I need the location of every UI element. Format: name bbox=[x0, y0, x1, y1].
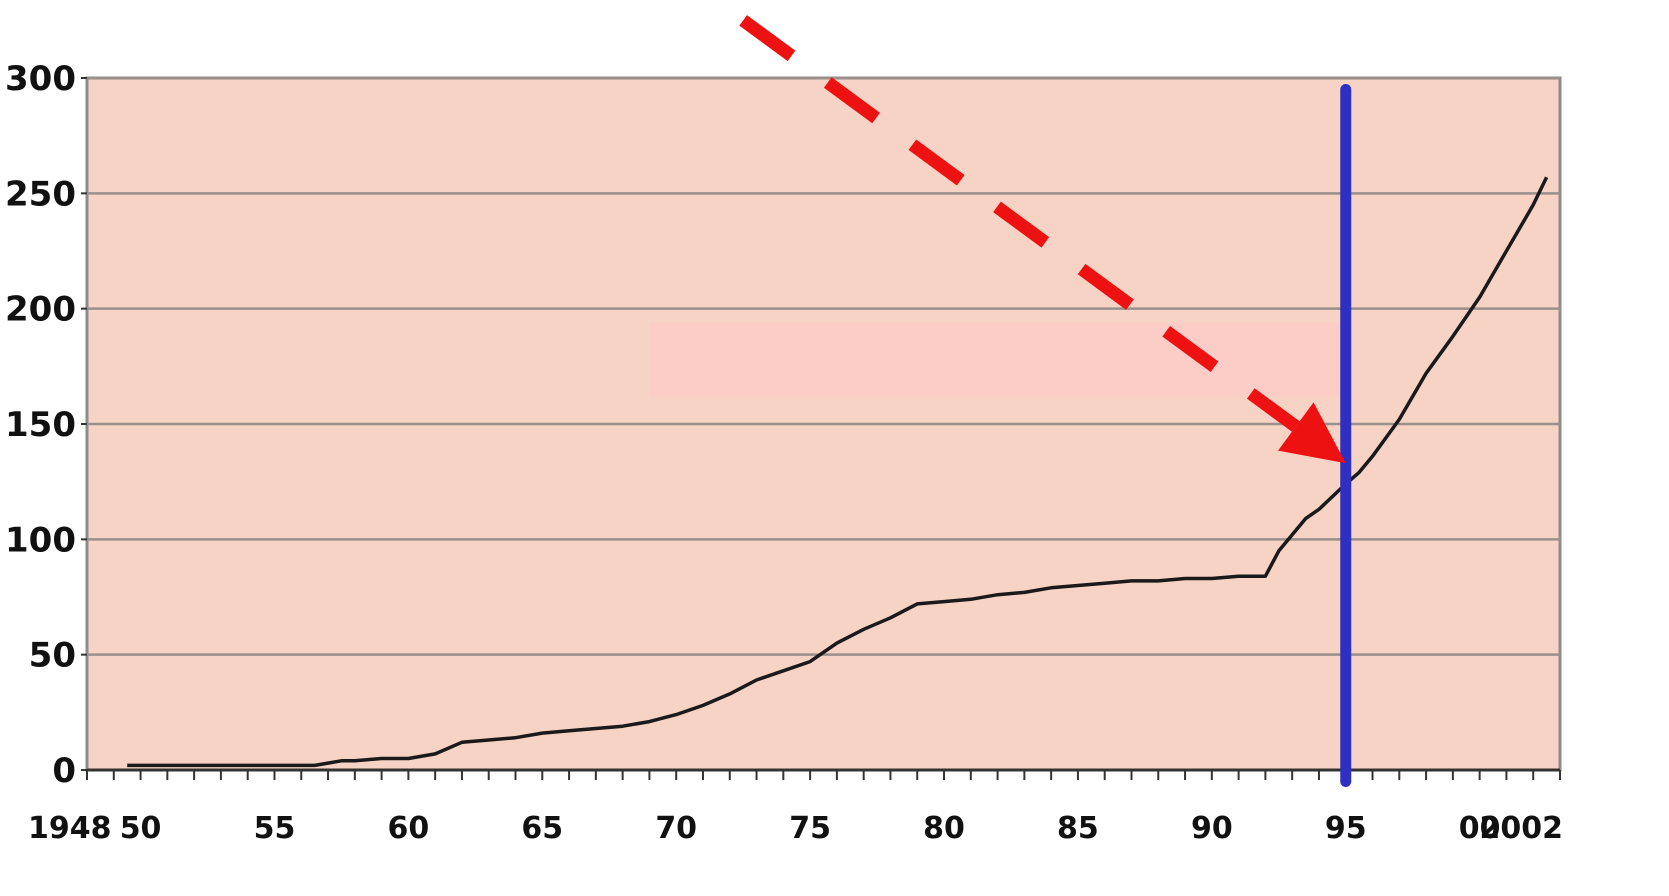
annotation-arrow-shaft bbox=[739, 15, 1300, 432]
x-tick-label: 00 bbox=[1459, 811, 1501, 846]
x-tick-label: 1948 bbox=[28, 811, 112, 846]
annotations bbox=[739, 15, 1352, 788]
x-axis bbox=[81, 77, 1561, 780]
x-tick-label: 60 bbox=[388, 811, 430, 846]
x-tick-label: 95 bbox=[1325, 811, 1367, 846]
y-tick-label: 100 bbox=[5, 520, 76, 560]
x-tick-label: 90 bbox=[1191, 811, 1233, 846]
x-tick-label: 2002 bbox=[1480, 811, 1564, 846]
x-tick-label: 50 bbox=[120, 811, 162, 846]
x-tick-label: 55 bbox=[254, 811, 296, 846]
x-tick-label: 85 bbox=[1057, 811, 1099, 846]
x-tick-label: 70 bbox=[655, 811, 697, 846]
y-tick-label: 0 bbox=[52, 751, 76, 791]
x-tick-label: 75 bbox=[789, 811, 831, 846]
y-tick-label: 250 bbox=[5, 174, 76, 214]
y-tick-labels: 0 50 100 150 200 250 300 bbox=[5, 59, 76, 791]
y-tick-label: 300 bbox=[5, 59, 76, 99]
y-tick-label: 200 bbox=[5, 290, 76, 330]
shaded-band bbox=[649, 322, 1346, 397]
annotation-arrow-head bbox=[1278, 402, 1346, 464]
y-tick-label: 150 bbox=[5, 405, 76, 445]
y-tick-label: 50 bbox=[29, 636, 76, 676]
gridlines bbox=[87, 76, 1560, 656]
x-tick-label: 80 bbox=[923, 811, 965, 846]
x-tick-label: 65 bbox=[521, 811, 563, 846]
